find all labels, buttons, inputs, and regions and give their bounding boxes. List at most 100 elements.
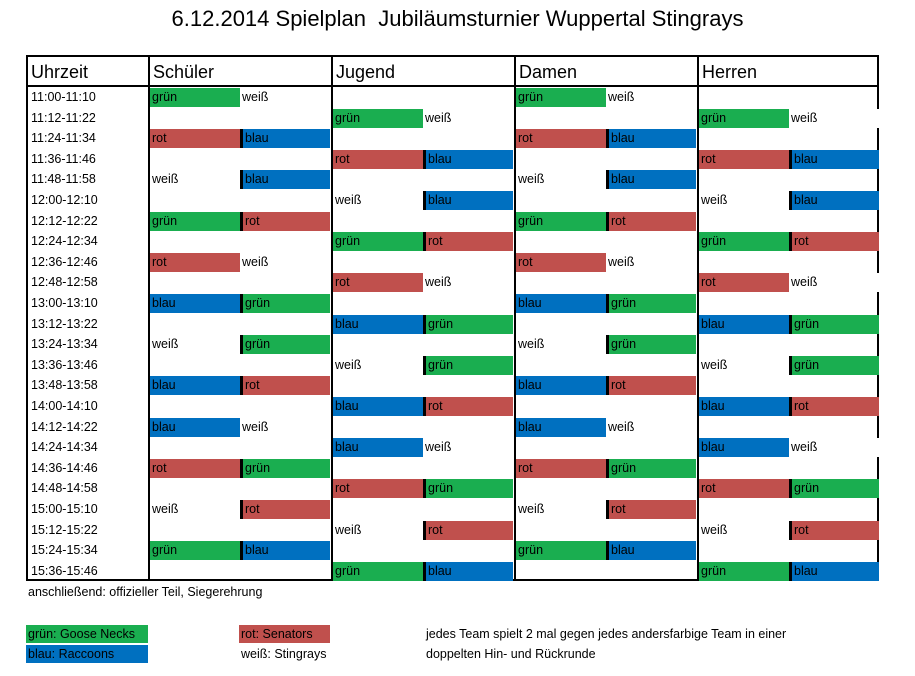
team-cell: blau — [516, 417, 606, 437]
team-cell: grün — [240, 294, 330, 313]
team-cell: grün — [789, 355, 879, 375]
team-cell: rot — [240, 211, 330, 231]
team-cell: blau — [606, 170, 696, 190]
team-cell: grün — [333, 108, 423, 128]
team-cell: weiß — [699, 191, 789, 210]
time-slot: 15:24-15:34 — [31, 543, 98, 558]
team-cell: rot — [240, 376, 330, 396]
team-cell: grün — [333, 232, 423, 252]
team-cell: grün — [423, 479, 513, 499]
team-cell: grün — [699, 232, 789, 252]
team-cell: rot — [150, 129, 240, 149]
team-cell: weiß — [240, 417, 330, 437]
column-divider — [697, 57, 699, 579]
schedule-table: Uhrzeit Schüler Jugend Damen Herren 11:00-11:… — [26, 55, 879, 581]
time-slot: 11:48-11:58 — [31, 172, 96, 187]
team-cell: weiß — [606, 88, 696, 107]
team-cell: rot — [789, 520, 879, 540]
team-cell: blau — [423, 561, 513, 581]
team-cell: grün — [240, 458, 330, 478]
team-cell: weiß — [516, 170, 606, 190]
team-cell: blau — [606, 129, 696, 149]
team-cell: grün — [516, 541, 606, 561]
team-cell: weiß — [516, 500, 606, 519]
column-header: Uhrzeit — [31, 62, 89, 82]
team-cell: blau — [516, 294, 606, 313]
team-cell: blau — [240, 129, 330, 149]
team-cell: weiß — [699, 355, 789, 375]
note-line-1: jedes Team spielt 2 mal gegen jedes ande… — [426, 627, 787, 641]
team-cell: rot — [699, 479, 789, 499]
time-slot: 12:24-12:34 — [31, 234, 98, 249]
page-title: 6.12.2014 Spielplan Jubiläumsturnier Wup… — [171, 6, 744, 31]
team-cell: rot — [240, 500, 330, 519]
team-cell: grün — [240, 335, 330, 355]
team-cell: weiß — [333, 191, 423, 210]
team-cell: blau — [240, 170, 330, 190]
team-cell: rot — [789, 397, 879, 416]
team-cell: weiß — [150, 335, 240, 355]
team-cell: weiß — [789, 108, 879, 128]
time-slot: 11:24-11:34 — [31, 131, 96, 146]
time-slot: 12:12-12:22 — [31, 213, 98, 228]
team-cell: weiß — [789, 273, 879, 293]
team-cell: grün — [423, 314, 513, 334]
legend-stingrays: weiß: Stingrays — [239, 645, 359, 663]
team-cell: rot — [699, 273, 789, 293]
team-cell: blau — [333, 397, 423, 416]
time-slot: 14:12-14:22 — [31, 419, 98, 434]
note-line-2: doppelten Hin- und Rückrunde — [426, 647, 596, 661]
team-cell: blau — [423, 149, 513, 169]
team-cell: weiß — [333, 520, 423, 540]
team-cell: weiß — [150, 500, 240, 519]
column-header: Herren — [702, 62, 758, 82]
header-divider — [28, 85, 877, 87]
time-slot: 13:48-13:58 — [31, 378, 98, 393]
legend-goose-necks: grün: Goose Necks — [26, 625, 148, 643]
team-cell: rot — [516, 252, 606, 272]
team-cell: blau — [516, 376, 606, 396]
team-cell: rot — [699, 149, 789, 169]
team-cell: blau — [699, 438, 789, 458]
time-slot: 14:00-14:10 — [31, 399, 98, 413]
team-cell: weiß — [423, 438, 513, 458]
team-cell: grün — [150, 211, 240, 231]
team-cell: rot — [150, 252, 240, 272]
time-slot: 11:12-11:22 — [31, 110, 96, 125]
team-cell: blau — [606, 541, 696, 561]
time-slot: 13:00-13:10 — [31, 296, 98, 310]
time-slot: 12:48-12:58 — [31, 275, 98, 290]
team-cell: blau — [333, 438, 423, 458]
team-cell: rot — [606, 376, 696, 396]
legend-senators: rot: Senators — [239, 625, 330, 643]
team-cell: blau — [699, 314, 789, 334]
team-cell: rot — [333, 479, 423, 499]
time-slot: 14:24-14:34 — [31, 440, 98, 455]
team-cell: rot — [333, 149, 423, 169]
team-cell: weiß — [333, 355, 423, 375]
team-cell: rot — [423, 520, 513, 540]
column-header: Damen — [519, 62, 578, 82]
team-cell: weiß — [423, 108, 513, 128]
team-cell: weiß — [150, 170, 240, 190]
team-cell: grün — [606, 458, 696, 478]
team-cell: weiß — [789, 438, 879, 458]
team-cell: blau — [333, 314, 423, 334]
time-slot: 13:24-13:34 — [31, 337, 98, 352]
time-slot: 15:12-15:22 — [31, 522, 98, 537]
team-cell: blau — [789, 149, 879, 169]
team-cell: rot — [606, 500, 696, 519]
time-slot: 13:36-13:46 — [31, 357, 98, 372]
time-slot: 11:36-11:46 — [31, 151, 96, 166]
team-cell: rot — [516, 458, 606, 478]
team-cell: grün — [606, 294, 696, 313]
team-cell: weiß — [423, 273, 513, 293]
column-divider — [148, 57, 150, 579]
column-divider — [331, 57, 333, 579]
legend-raccoons: blau: Raccoons — [26, 645, 148, 663]
team-cell: weiß — [699, 520, 789, 540]
team-cell: grün — [789, 479, 879, 499]
team-cell: blau — [699, 397, 789, 416]
team-cell: grün — [150, 541, 240, 561]
column-divider — [514, 57, 516, 579]
